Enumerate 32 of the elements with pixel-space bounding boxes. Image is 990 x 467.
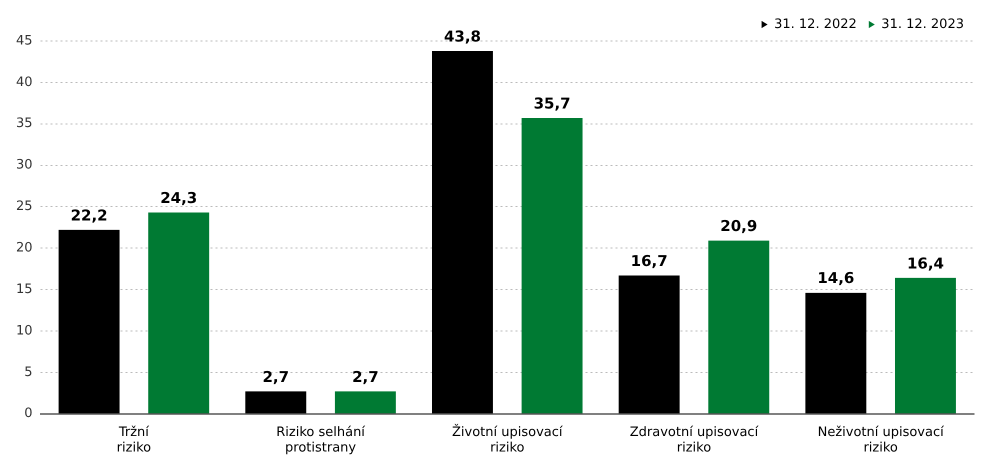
y-tick-label: 45	[16, 33, 33, 48]
y-tick-label: 10	[16, 323, 33, 338]
data-label: 2,7	[262, 368, 290, 386]
y-tick-label: 5	[24, 364, 33, 380]
bar	[708, 240, 770, 414]
y-tick-label: 40	[16, 74, 33, 90]
x-tick-label: Zdravotní upisovací riziko	[630, 424, 759, 456]
data-label: 35,7	[534, 94, 571, 112]
y-tick-label: 20	[16, 240, 33, 256]
y-tick-label: 0	[24, 406, 33, 422]
legend-label: 31. 12. 2023	[881, 16, 964, 32]
data-label: 20,9	[720, 217, 758, 236]
data-label: 2,7	[352, 368, 379, 386]
y-tick-label: 35	[16, 116, 33, 132]
bar	[894, 278, 956, 414]
y-tick-label: 15	[16, 282, 33, 297]
data-label: 16,4	[906, 254, 944, 272]
legend-label: 31. 12. 2022	[774, 16, 857, 32]
y-tick-label: 30	[16, 158, 33, 173]
x-tick-label: Neživotní upisovací riziko	[818, 424, 944, 456]
bar	[334, 391, 396, 414]
x-tick-label: Tržní riziko	[116, 424, 152, 456]
x-tick-label: Životní upisovací riziko	[452, 422, 563, 456]
data-label: 43,8	[444, 27, 481, 46]
data-label: 14,6	[817, 269, 854, 288]
data-label: 24,3	[160, 188, 198, 207]
data-label: 22,2	[70, 206, 108, 224]
bar	[148, 212, 210, 414]
y-tick-label: 25	[16, 199, 33, 214]
bar	[522, 118, 583, 414]
x-tick-label: Riziko selhání protistrany	[276, 424, 366, 456]
data-label: 16,7	[630, 252, 668, 270]
